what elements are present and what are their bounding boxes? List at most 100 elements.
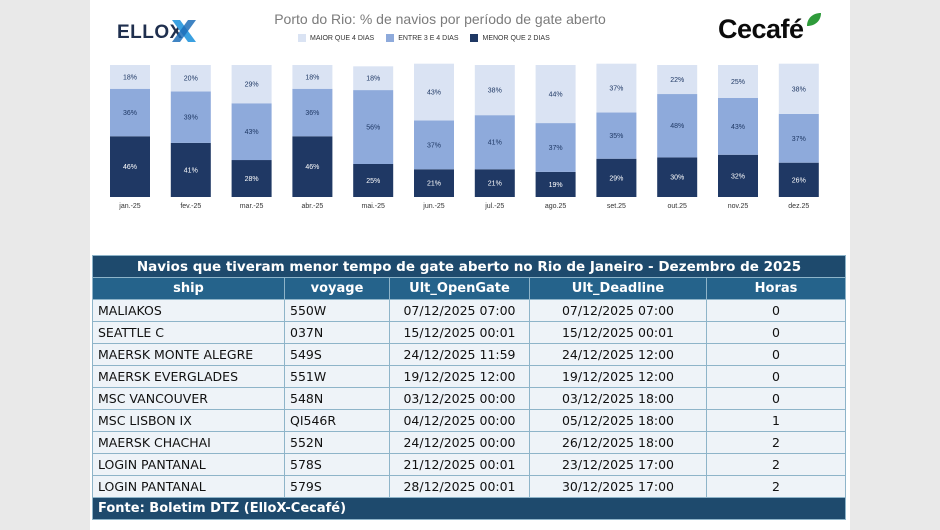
data-label: 37% (427, 142, 441, 149)
bar-segment-menor (718, 154, 758, 197)
x-tick-label: out.25 (667, 203, 687, 210)
data-label: 43% (731, 124, 745, 131)
bar-segment-entre (110, 88, 150, 137)
opengate-cell: 19/12/2025 12:00 (389, 365, 530, 388)
source-note: Fonte: Boletim DTZ (ElloX-Cecafé) (91, 497, 847, 520)
bar-segment-maior (110, 65, 150, 89)
table-header-row: ship voyage Ult_OpenGate Ult_Deadline Ho… (92, 277, 847, 300)
opengate-cell: 03/12/2025 00:00 (389, 387, 530, 410)
ship-cell: MAERSK MONTE ALEGRE (92, 343, 285, 366)
bar-segment-maior (292, 65, 333, 89)
chart-title: Porto do Rio: % de navios por período de… (274, 11, 606, 27)
data-label: 37% (792, 136, 806, 143)
bar-segment-entre (657, 94, 698, 158)
deadline-cell: 05/12/2025 18:00 (529, 409, 707, 432)
data-label: 29% (245, 82, 259, 89)
ship-cell: MSC VANCOUVER (92, 387, 285, 410)
bar-segment-entre (292, 88, 333, 137)
opengate-cell: 04/12/2025 00:00 (389, 409, 530, 432)
opengate-cell: 07/12/2025 07:00 (389, 299, 530, 322)
cecafe-logo: Cecafé (718, 14, 804, 44)
bar-segment-entre (231, 103, 272, 161)
data-label: 38% (488, 88, 502, 95)
data-label: 20% (184, 76, 198, 83)
ship-cell: MSC LISBON IX (92, 409, 285, 432)
bar-segment-maior (353, 66, 394, 91)
data-label: 21% (488, 181, 502, 188)
bar-segment-maior (170, 65, 211, 92)
ship-cell: SEATTLE C (92, 321, 285, 344)
data-label: 46% (123, 164, 137, 171)
table-row: MALIAKOS 550W 07/12/2025 07:00 07/12/2025 0… (92, 299, 847, 322)
legend-label-menor: MENOR QUE 2 DIAS (482, 34, 550, 42)
legend-label-entre: ENTRE 3 E 4 DIAS (398, 34, 459, 42)
deadline-cell: 30/12/2025 17:00 (529, 475, 707, 498)
deadline-cell: 19/12/2025 12:00 (529, 365, 707, 388)
bar-segment-entre (414, 120, 454, 170)
bar-segment-menor (657, 157, 698, 197)
deadline-cell: 03/12/2025 18:00 (529, 387, 707, 410)
voyage-cell: 552N (284, 431, 390, 454)
table-title: Navios que tiveram menor tempo de gate a… (91, 255, 847, 278)
ship-cell: LOGIN PANTANAL (92, 453, 285, 476)
data-label: 41% (184, 167, 198, 174)
voyage-cell: 579S (284, 475, 390, 498)
bar-segment-menor (535, 171, 576, 197)
bar-segment-maior (596, 63, 637, 113)
table-row: MSC VANCOUVER 548N 03/12/2025 00:00 03/12/2… (92, 387, 847, 410)
horas-cell: 0 (705, 321, 847, 344)
bar-segment-entre (778, 113, 819, 163)
bar-segment-menor (353, 164, 394, 197)
column-header-horas: Horas (705, 277, 847, 300)
bar-segment-menor (231, 160, 272, 197)
bar-segment-menor (778, 162, 819, 197)
horas-cell: 0 (705, 343, 847, 366)
voyage-cell: 037N (284, 321, 390, 344)
horas-cell: 0 (705, 387, 847, 410)
x-tick-label: abr.-25 (302, 203, 324, 210)
ships-table: Navios que tiveram menor tempo de gate a… (91, 255, 847, 520)
bar-segment-entre (353, 90, 394, 164)
bar-segment-maior (535, 65, 576, 124)
data-label: 43% (245, 129, 259, 136)
horas-cell: 0 (705, 365, 847, 388)
chart-legend: MAIOR QUE 4 DIAS ENTRE 3 E 4 DIAS MENOR … (298, 34, 550, 42)
data-label: 35% (609, 133, 623, 140)
data-label: 29% (609, 175, 623, 182)
ship-cell: MALIAKOS (92, 299, 285, 322)
table-row: MAERSK MONTE ALEGRE 549S 24/12/2025 11:59 2… (92, 343, 847, 366)
legend-swatch-maior (298, 34, 306, 42)
voyage-cell: 548N (284, 387, 390, 410)
bar-segment-maior (718, 65, 758, 98)
data-label: 37% (549, 145, 563, 152)
voyage-cell: 550W (284, 299, 390, 322)
data-label: 26% (792, 177, 806, 184)
horas-cell: 2 (705, 431, 847, 454)
data-label: 22% (670, 77, 684, 84)
horas-cell: 2 (705, 453, 847, 476)
x-tick-label: fev.-25 (180, 203, 201, 210)
column-header-ship: ship (92, 277, 285, 300)
legend-entry-maior: MAIOR QUE 4 DIAS (298, 34, 374, 42)
stacked-bar-chart: 46% 36% 18% jan.-25 41% 39% 20% fev.-25 28% 43% 29… (110, 63, 819, 210)
bar-segment-menor (596, 158, 637, 197)
x-tick-label: dez.25 (788, 203, 809, 210)
table-footer-row: Fonte: Boletim DTZ (ElloX-Cecafé) (91, 497, 847, 520)
ship-cell: MAERSK EVERGLADES (92, 365, 285, 388)
table-row: MAERSK EVERGLADES 551W 19/12/2025 12:00 19/… (92, 365, 847, 388)
data-label: 36% (123, 110, 137, 117)
opengate-cell: 24/12/2025 00:00 (389, 431, 530, 454)
leaf-icon (807, 13, 821, 26)
deadline-cell: 07/12/2025 07:00 (529, 299, 707, 322)
deadline-cell: 15/12/2025 00:01 (529, 321, 707, 344)
legend-label-maior: MAIOR QUE 4 DIAS (310, 34, 375, 42)
x-tick-label: jul.-25 (484, 203, 504, 210)
data-label: 18% (123, 74, 137, 81)
data-label: 28% (245, 176, 259, 183)
data-label: 25% (731, 79, 745, 86)
legend-entry-entre: ENTRE 3 E 4 DIAS (386, 34, 458, 42)
table-row: MSC LISBON IX QI546R 04/12/2025 00:00 05/12… (92, 409, 847, 432)
horas-cell: 1 (705, 409, 847, 432)
data-label: 36% (305, 110, 319, 117)
voyage-cell: 549S (284, 343, 390, 366)
